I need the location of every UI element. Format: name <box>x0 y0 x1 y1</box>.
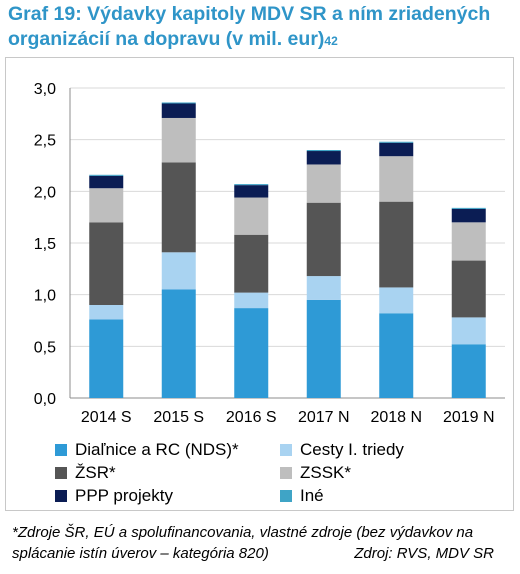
chart-title-line2-text: organizácií na dopravu (v mil. eur) <box>8 28 325 50</box>
legend-swatch <box>55 490 67 502</box>
bar-segment <box>234 185 269 198</box>
bar-segment <box>306 151 341 165</box>
y-tick-label: 0,0 <box>34 391 56 408</box>
bar-segment <box>379 287 414 314</box>
bar-segment <box>89 319 124 398</box>
bar-segment <box>234 292 269 309</box>
bar-segment <box>451 207 486 209</box>
bar-segment <box>89 174 124 176</box>
footnote: *Zdroje ŠR, EÚ a spolufinancovania, vlas… <box>12 522 512 564</box>
x-tick-label: 2015 S <box>153 409 204 426</box>
x-tick-label: 2014 S <box>81 409 132 426</box>
chart-title-line1: Graf 19: Výdavky kapitoly MDV SR a ním z… <box>8 3 491 25</box>
legend-label: Iné <box>300 486 324 505</box>
bar-segment <box>161 117 196 163</box>
bar-segment <box>379 156 414 202</box>
legend-label: Cesty I. triedy <box>300 440 404 459</box>
legend-swatch <box>280 490 292 502</box>
legend-swatch <box>55 444 67 456</box>
bar-segment <box>89 222 124 305</box>
y-tick-label: 0,5 <box>34 339 56 356</box>
legend-item: Cesty I. triedy <box>280 440 404 460</box>
legend-label: PPP projekty <box>75 486 173 505</box>
y-tick-label: 3,0 <box>34 81 56 98</box>
bar-segment <box>161 289 196 398</box>
bar-segment <box>379 141 414 143</box>
bar-segment <box>234 184 269 186</box>
y-tick-label: 2,5 <box>34 133 56 150</box>
legend-item: Iné <box>280 486 324 506</box>
stacked-bar-chart: 0,0 0,5 1,0 1,5 2,0 2,5 3,0 2014 S 2015 S 2016 S 2… <box>34 81 505 426</box>
bar-segment <box>89 175 124 189</box>
bar-segment <box>161 103 196 118</box>
legend-item: PPP projekty <box>55 486 173 506</box>
bar-segment <box>306 276 341 300</box>
legend-swatch <box>280 467 292 479</box>
chart-frame <box>5 57 514 511</box>
bar-segment <box>451 208 486 223</box>
legend-label: Diaľnice a RC (NDS)* <box>75 440 239 459</box>
bar-segment <box>379 142 414 157</box>
bar-segment <box>89 188 124 223</box>
bar-segment <box>161 252 196 290</box>
x-tick-label: 2019 N <box>443 409 495 426</box>
bar-segment <box>451 317 486 345</box>
legend-swatch <box>280 444 292 456</box>
legend-label: ŽSR* <box>75 463 116 482</box>
bar-segment <box>234 234 269 293</box>
bar-segment <box>306 150 341 152</box>
bar-segment <box>379 201 414 288</box>
bar-segment <box>451 260 486 318</box>
bar-segment <box>451 222 486 261</box>
legend-item: ZSSK* <box>280 463 351 483</box>
bar-segment <box>234 197 269 235</box>
footnote-line2: splácanie istín úverov – kategória 820) <box>12 545 269 562</box>
chart-title-line2: organizácií na dopravu (v mil. eur)42 <box>8 27 514 52</box>
chart-title: Graf 19: Výdavky kapitoly MDV SR a ním z… <box>8 2 514 52</box>
chart-legend: Diaľnice a RC (NDS)* Cesty I. triedy ŽSR* Z… <box>55 440 505 510</box>
bar-segment <box>161 162 196 253</box>
legend-item: Diaľnice a RC (NDS)* <box>55 440 239 460</box>
y-tick-label: 1,0 <box>34 288 56 305</box>
x-tick-label: 2018 N <box>370 409 422 426</box>
y-tick-label: 2,0 <box>34 184 56 201</box>
footnote-line1: *Zdroje ŠR, EÚ a spolufinancovania, vlas… <box>12 524 474 541</box>
x-tick-label: 2017 N <box>298 409 350 426</box>
legend-swatch <box>55 467 67 479</box>
bar-segment <box>306 164 341 203</box>
legend-label: ZSSK* <box>300 463 352 482</box>
footnote-reference: 42 <box>324 34 338 48</box>
bar-segment <box>451 344 486 398</box>
bar-segment <box>161 102 196 104</box>
bar-segment <box>379 313 414 398</box>
x-tick-label: 2016 S <box>226 409 277 426</box>
y-tick-label: 1,5 <box>34 236 56 253</box>
bar-segment <box>306 299 341 398</box>
legend-item: ŽSR* <box>55 463 116 483</box>
bar-segment <box>234 308 269 398</box>
bar-segment <box>89 305 124 320</box>
source-text: Zdroj: RVS, MDV SR <box>354 545 494 562</box>
bar-segment <box>306 202 341 277</box>
